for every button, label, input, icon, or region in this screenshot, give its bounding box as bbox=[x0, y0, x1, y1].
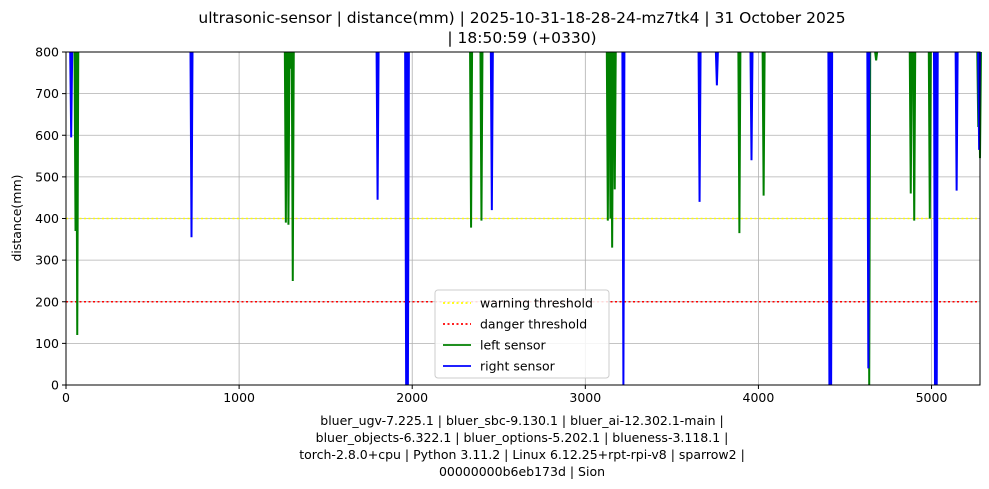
right-sensor-dip bbox=[189, 51, 194, 238]
y-tick-label: 100 bbox=[35, 336, 59, 351]
y-tick-label: 600 bbox=[35, 128, 59, 143]
left-sensor-dip bbox=[286, 51, 291, 225]
left-sensor-dip bbox=[737, 51, 742, 234]
series-lines bbox=[69, 51, 982, 386]
chart-title-line-2: | 18:50:59 (+0330) bbox=[447, 29, 596, 47]
x-axis-label-line-2: bluer_objects-6.322.1 | bluer_options-5.… bbox=[316, 430, 729, 445]
left-sensor-dip bbox=[605, 51, 610, 221]
left-sensor-dip bbox=[927, 51, 932, 219]
legend-label-left-sensor: left sensor bbox=[480, 338, 547, 353]
right-sensor-dip bbox=[69, 51, 74, 138]
legend-label-warning-threshold: warning threshold bbox=[480, 296, 593, 311]
legend-label-danger-threshold: danger threshold bbox=[480, 317, 587, 332]
y-tick-label: 800 bbox=[35, 45, 59, 60]
x-tick-label: 3000 bbox=[569, 390, 601, 405]
x-axis-label-line-1: bluer_ugv-7.225.1 | bluer_sbc-9.130.1 | … bbox=[320, 413, 723, 428]
y-tick-label: 400 bbox=[35, 211, 59, 226]
y-axis-ticks: 0 100 200 300 400 500 600 700 800 bbox=[35, 45, 66, 393]
y-tick-label: 200 bbox=[35, 294, 59, 309]
left-sensor-dip bbox=[908, 51, 913, 194]
chart-title-line-1: ultrasonic-sensor | distance(mm) | 2025-… bbox=[198, 9, 845, 27]
y-tick-label: 300 bbox=[35, 253, 59, 268]
y-tick-label: 0 bbox=[51, 378, 59, 393]
left-sensor-dip bbox=[610, 51, 615, 248]
legend-label-right-sensor: right sensor bbox=[480, 359, 556, 374]
x-tick-label: 5000 bbox=[916, 390, 948, 405]
right-sensor-dip bbox=[697, 51, 702, 202]
legend-box bbox=[434, 289, 610, 379]
right-sensor-dip bbox=[749, 51, 754, 161]
x-axis-label-line-3: torch-2.8.0+cpu | Python 3.11.2 | Linux … bbox=[299, 447, 745, 462]
right-sensor-dip bbox=[934, 51, 939, 386]
x-tick-label: 1000 bbox=[223, 390, 255, 405]
right-sensor-dip bbox=[714, 51, 719, 86]
right-sensor-dip bbox=[954, 51, 959, 191]
right-sensor-dip bbox=[375, 51, 380, 200]
left-sensor-dip bbox=[612, 51, 617, 190]
left-sensor-dip bbox=[290, 51, 295, 281]
left-sensor-dip bbox=[283, 51, 288, 223]
left-sensor-dip bbox=[912, 51, 917, 221]
right-sensor-dip bbox=[866, 51, 871, 369]
right-sensor-dip bbox=[405, 51, 410, 386]
x-tick-label: 4000 bbox=[743, 390, 775, 405]
y-tick-label: 700 bbox=[35, 86, 59, 101]
left-sensor-dip bbox=[479, 51, 484, 221]
left-sensor-dip bbox=[469, 51, 474, 228]
chart-title: ultrasonic-sensor | distance(mm) | 2025-… bbox=[198, 9, 845, 47]
x-axis-ticks: 0 1000 2000 3000 4000 5000 bbox=[62, 385, 947, 405]
y-axis-label: distance(mm) bbox=[9, 174, 24, 261]
right-sensor-dip bbox=[829, 51, 834, 386]
left-sensor-dip bbox=[761, 51, 766, 196]
chart-legend: warning threshold danger threshold left se… bbox=[434, 289, 610, 379]
x-tick-label: 0 bbox=[62, 390, 70, 405]
left-sensor-dip bbox=[75, 51, 80, 336]
x-tick-label: 2000 bbox=[396, 390, 428, 405]
right-sensor-dip bbox=[621, 51, 626, 386]
threshold-lines bbox=[66, 217, 980, 303]
x-axis-label-line-4: 00000000b6eb173d | Sion bbox=[439, 464, 605, 479]
y-tick-label: 500 bbox=[35, 169, 59, 184]
x-axis-label: bluer_ugv-7.225.1 | bluer_sbc-9.130.1 | … bbox=[299, 413, 745, 479]
left-sensor-dip bbox=[874, 51, 879, 61]
right-sensor-dip bbox=[489, 51, 494, 211]
